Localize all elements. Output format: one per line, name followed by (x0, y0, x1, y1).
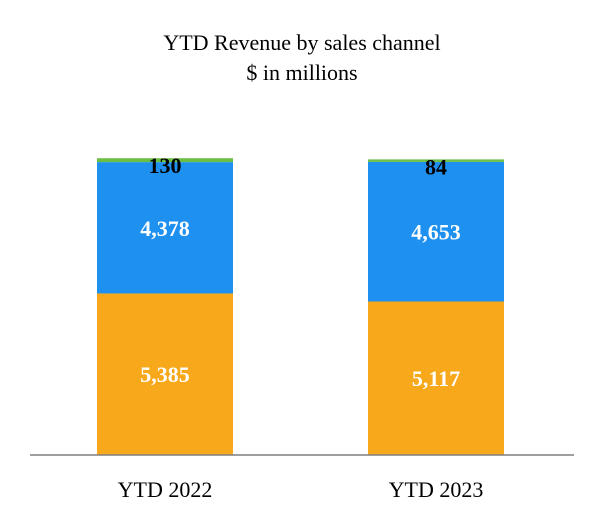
bar-ytd-2023-channel-b (368, 161, 504, 302)
data-label-ytd-2023-channel-b: 4,653 (411, 220, 461, 245)
data-label-ytd-2023-channel-c: 84 (425, 154, 447, 179)
bar-ytd-2022-channel-c (97, 158, 233, 163)
data-label-ytd-2022-channel-c: 130 (149, 153, 182, 178)
chart-subtitle: $ in millions (246, 60, 357, 85)
data-label-ytd-2022-channel-b: 4,378 (140, 216, 190, 241)
category-label-ytd-2022: YTD 2022 (118, 477, 213, 502)
bars-group: 5,385 4,378 130 5,117 4,653 84 (97, 153, 504, 455)
category-label-ytd-2023: YTD 2023 (389, 477, 484, 502)
bar-ytd-2022-channel-b (97, 162, 233, 294)
bar-ytd-2023-channel-a (368, 301, 504, 455)
bar-ytd-2022-channel-a (97, 293, 233, 455)
data-label-ytd-2022-channel-a: 5,385 (140, 362, 190, 387)
data-label-ytd-2023-channel-a: 5,117 (412, 366, 460, 391)
bar-ytd-2023-channel-c (368, 159, 504, 162)
chart-title: YTD Revenue by sales channel (163, 30, 440, 55)
